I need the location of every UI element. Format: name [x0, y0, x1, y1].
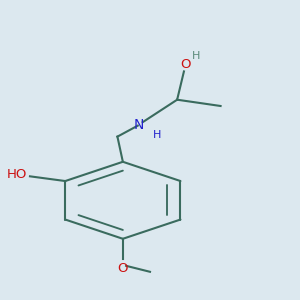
Text: H: H: [153, 130, 161, 140]
Text: O: O: [180, 58, 190, 70]
Text: N: N: [134, 118, 144, 132]
Text: H: H: [192, 51, 200, 61]
Text: HO: HO: [7, 168, 27, 181]
Text: O: O: [118, 262, 128, 275]
